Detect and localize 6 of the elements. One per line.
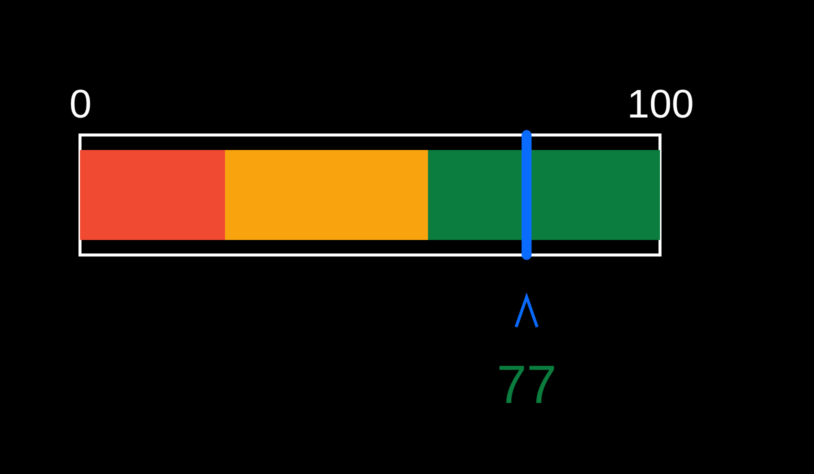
- x-tick-label: 0: [69, 82, 92, 126]
- bar: [428, 150, 660, 240]
- x-tick-label: 100: [627, 82, 694, 126]
- bar: [225, 150, 428, 240]
- ref-line-label: 77: [496, 355, 557, 415]
- bar: [80, 150, 225, 240]
